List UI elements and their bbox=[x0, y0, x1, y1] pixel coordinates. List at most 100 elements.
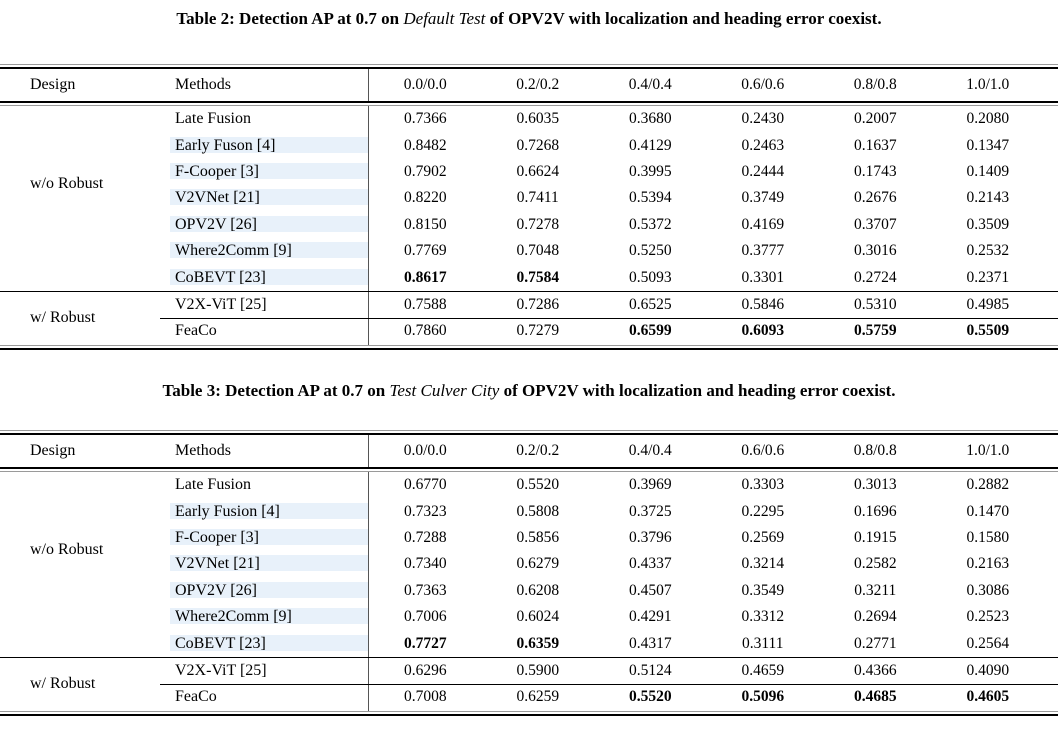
method-name: F-Cooper [3] bbox=[175, 528, 259, 546]
ap-value: 0.3549 bbox=[741, 581, 785, 599]
ap-value: 0.6296 bbox=[403, 661, 447, 679]
ap-value: 0.5093 bbox=[628, 268, 672, 286]
ap-value: 0.3312 bbox=[741, 608, 785, 626]
table-2-caption: Table 2: Detection AP at 0.7 on Default … bbox=[0, 7, 1058, 31]
ap-value: 0.2163 bbox=[966, 555, 1010, 573]
ap-value: 0.3086 bbox=[966, 581, 1010, 599]
header-design: Design bbox=[30, 442, 76, 459]
group-with-robust: w/ Robust V2X-ViT [25] 0.6296 0.5900 0.5124… bbox=[0, 656, 1058, 711]
method-name: Early Fuson [4] bbox=[175, 136, 276, 154]
header-noise-level: 1.0/1.0 bbox=[966, 76, 1010, 93]
header-noise-level: 0.6/0.6 bbox=[741, 76, 785, 93]
caption-prefix: Table 2: Detection AP at 0.7 on bbox=[176, 9, 404, 28]
ap-value: 0.3995 bbox=[628, 162, 672, 180]
ap-value: 0.7286 bbox=[516, 295, 560, 313]
method-name: OPV2V [26] bbox=[175, 581, 257, 599]
table-3-caption: Table 3: Detection AP at 0.7 on Test Cul… bbox=[0, 379, 1058, 403]
method-name: Where2Comm [9] bbox=[175, 242, 292, 260]
ap-value: 0.4291 bbox=[628, 608, 672, 626]
table-row: FeaCo 0.7008 0.6259 0.5520 0.5096 0.4685 0.460… bbox=[0, 684, 1058, 711]
value-cells: 0.7727 0.6359 0.4317 0.3111 0.2771 0.2564 bbox=[368, 630, 1058, 657]
ap-value: 0.8220 bbox=[403, 189, 447, 207]
method-name: Where2Comm [9] bbox=[175, 608, 292, 626]
ap-value: 0.4317 bbox=[628, 634, 672, 652]
ap-value: 0.2724 bbox=[853, 268, 897, 286]
ap-value: 0.7411 bbox=[516, 189, 559, 207]
ap-value: 0.5808 bbox=[516, 502, 560, 520]
table-row: F-Cooper [3] 0.7902 0.6624 0.3995 0.2444 0.17… bbox=[0, 158, 1058, 186]
table-row: Late Fusion 0.7366 0.6035 0.3680 0.2430 0.200… bbox=[0, 106, 1058, 133]
ap-value: 0.5250 bbox=[628, 242, 672, 260]
table-row: Where2Comm [9] 0.7769 0.7048 0.5250 0.3777 0.… bbox=[0, 237, 1058, 265]
method-name: Early Fusion [4] bbox=[175, 502, 280, 520]
method-name: V2VNet [21] bbox=[175, 555, 260, 573]
caption-prefix: Table 3: Detection AP at 0.7 on bbox=[162, 381, 390, 400]
header-noise-level: 0.0/0.0 bbox=[403, 442, 447, 459]
value-cells: 0.7366 0.6035 0.3680 0.2430 0.2007 0.2080 bbox=[368, 106, 1058, 133]
group-without-robust: w/o Robust Late Fusion 0.6770 0.5520 0.3969… bbox=[0, 472, 1058, 657]
ap-value: 0.3749 bbox=[741, 189, 785, 207]
ap-value: 0.4685 bbox=[853, 688, 897, 706]
value-cells: 0.8150 0.7278 0.5372 0.4169 0.3707 0.3509 bbox=[368, 211, 1058, 238]
ap-value: 0.7278 bbox=[516, 215, 560, 233]
table-row: FeaCo 0.7860 0.7279 0.6599 0.6093 0.5759 0.550… bbox=[0, 318, 1058, 345]
partial-row-rule bbox=[160, 318, 1058, 320]
table-row: V2X-ViT [25] 0.6296 0.5900 0.5124 0.4659 0.43… bbox=[0, 657, 1058, 685]
ap-value: 0.3301 bbox=[741, 268, 785, 286]
ap-value: 0.7006 bbox=[403, 608, 447, 626]
caption-suffix: of OPV2V with localization and heading e… bbox=[485, 9, 882, 28]
ap-value: 0.4659 bbox=[741, 661, 785, 679]
method-name: V2X-ViT [25] bbox=[175, 295, 267, 313]
ap-value: 0.7902 bbox=[403, 162, 447, 180]
method-name: V2X-ViT [25] bbox=[175, 661, 267, 679]
method-cell: F-Cooper [3] bbox=[170, 162, 368, 181]
ap-value: 0.7363 bbox=[403, 581, 447, 599]
ap-value: 0.5310 bbox=[853, 295, 897, 313]
ap-value: 0.2569 bbox=[741, 528, 785, 546]
header-noise-level: 0.8/0.8 bbox=[853, 76, 897, 93]
ap-value: 0.1470 bbox=[966, 502, 1010, 520]
method-name: FeaCo bbox=[175, 688, 217, 706]
method-cell: CoBEVT [23] bbox=[170, 634, 368, 653]
method-cell: CoBEVT [23] bbox=[170, 268, 368, 287]
table-3-section: Table 3: Detection AP at 0.7 on Test Cul… bbox=[0, 379, 1058, 716]
method-name: V2VNet [21] bbox=[175, 189, 260, 207]
value-cells: 0.7323 0.5808 0.3725 0.2295 0.1696 0.1470 bbox=[368, 498, 1058, 525]
method-name: Late Fusion bbox=[175, 476, 251, 494]
ap-value: 0.2080 bbox=[966, 110, 1010, 128]
group-without-robust: w/o Robust Late Fusion 0.7366 0.6035 0.3680… bbox=[0, 106, 1058, 291]
table-row: Where2Comm [9] 0.7006 0.6024 0.4291 0.3312 0.… bbox=[0, 603, 1058, 631]
method-cell: V2X-ViT [25] bbox=[170, 662, 368, 680]
method-name: OPV2V [26] bbox=[175, 215, 257, 233]
ap-value: 0.4507 bbox=[628, 581, 672, 599]
value-cells: 0.7006 0.6024 0.4291 0.3312 0.2694 0.2523 bbox=[368, 603, 1058, 631]
group-with-robust: w/ Robust V2X-ViT [25] 0.7588 0.7286 0.6525… bbox=[0, 290, 1058, 345]
ap-value: 0.5856 bbox=[516, 528, 560, 546]
header-noise-level: 0.6/0.6 bbox=[741, 442, 785, 459]
ap-value: 0.5520 bbox=[628, 688, 672, 706]
ap-value: 0.5509 bbox=[966, 322, 1010, 340]
ap-value: 0.6599 bbox=[628, 322, 672, 340]
header-noise-level: 0.0/0.0 bbox=[403, 76, 447, 93]
ap-value: 0.3725 bbox=[628, 502, 672, 520]
header-separator-rule bbox=[0, 101, 1058, 106]
ap-value: 0.4985 bbox=[966, 295, 1010, 313]
table-row: Early Fuson [4] 0.8482 0.7268 0.4129 0.2463 0… bbox=[0, 132, 1058, 159]
ap-value: 0.3303 bbox=[741, 476, 785, 494]
value-cells: 0.7363 0.6208 0.4507 0.3549 0.3211 0.3086 bbox=[368, 577, 1058, 604]
method-cell: V2X-ViT [25] bbox=[170, 296, 368, 314]
value-cells: 0.7288 0.5856 0.3796 0.2569 0.1915 0.1580 bbox=[368, 524, 1058, 552]
method-cell: OPV2V [26] bbox=[170, 215, 368, 234]
ap-value: 0.6024 bbox=[516, 608, 560, 626]
ap-value: 0.6770 bbox=[403, 476, 447, 494]
header-separator-rule bbox=[0, 467, 1058, 472]
method-name: CoBEVT [23] bbox=[175, 268, 266, 286]
ap-value: 0.8150 bbox=[403, 215, 447, 233]
value-cells: 0.6296 0.5900 0.5124 0.4659 0.4366 0.4090 bbox=[368, 657, 1058, 685]
ap-value: 0.2676 bbox=[853, 189, 897, 207]
design-label: w/ Robust bbox=[30, 309, 96, 327]
ap-value: 0.1580 bbox=[966, 528, 1010, 546]
ap-value: 0.1347 bbox=[966, 136, 1010, 154]
value-cells: 0.7902 0.6624 0.3995 0.2444 0.1743 0.1409 bbox=[368, 158, 1058, 186]
ap-value: 0.7048 bbox=[516, 242, 560, 260]
